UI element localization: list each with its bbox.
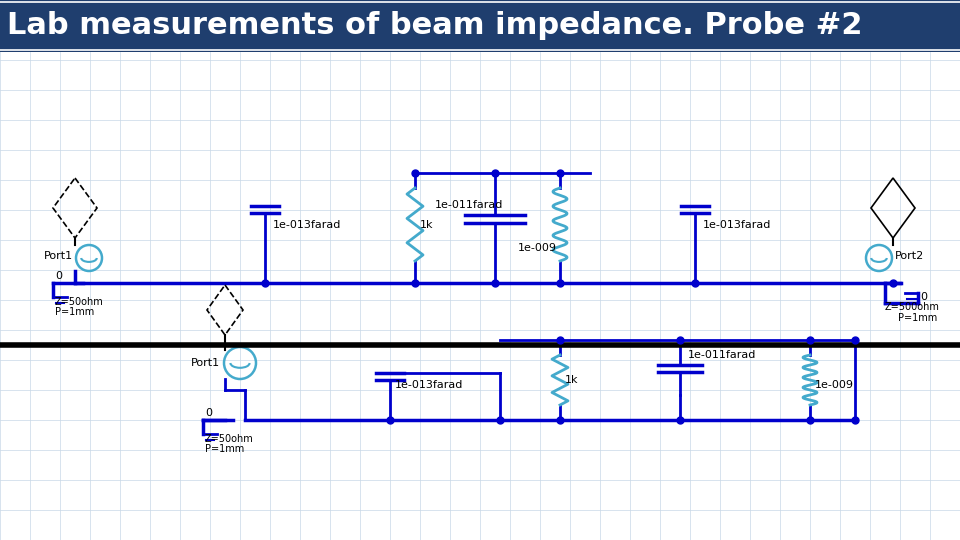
Text: Lab measurements of beam impedance. Probe #2: Lab measurements of beam impedance. Prob…	[7, 11, 862, 40]
Text: 1e-013farad: 1e-013farad	[395, 380, 464, 390]
Text: 0: 0	[205, 408, 212, 418]
Text: Z=500ohm: Z=500ohm	[885, 302, 940, 312]
Text: P=1mm: P=1mm	[55, 307, 94, 317]
Text: 1k: 1k	[565, 375, 579, 385]
Text: Port1: Port1	[44, 251, 73, 261]
Text: 1e-013farad: 1e-013farad	[273, 220, 342, 230]
Text: Z=50ohm: Z=50ohm	[55, 297, 104, 307]
Text: Port2: Port2	[895, 251, 924, 261]
Text: 0: 0	[55, 271, 62, 281]
Text: Port1: Port1	[191, 358, 220, 368]
Text: 1e-013farad: 1e-013farad	[703, 220, 772, 230]
Text: Z=50ohm: Z=50ohm	[205, 434, 253, 444]
Text: 1k: 1k	[420, 220, 434, 230]
Text: 0: 0	[920, 292, 927, 302]
Text: 1e-011farad: 1e-011farad	[688, 350, 756, 360]
Text: 1e-009: 1e-009	[518, 243, 557, 253]
Text: P=1mm: P=1mm	[898, 313, 937, 323]
Text: 1e-011farad: 1e-011farad	[435, 200, 503, 210]
Text: 1e-009: 1e-009	[815, 380, 854, 390]
Bar	[0, 0, 960, 52]
Text: P=1mm: P=1mm	[205, 444, 244, 454]
